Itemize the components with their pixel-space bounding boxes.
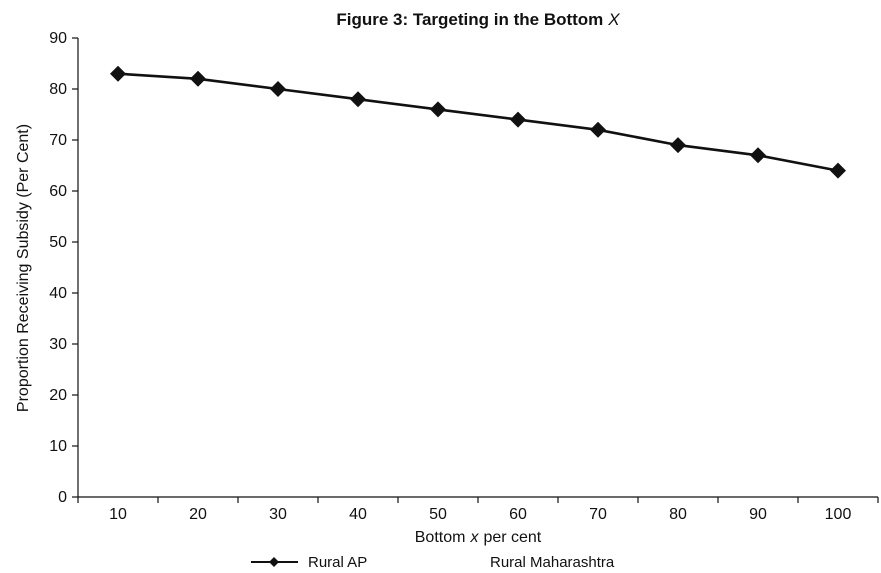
legend-label-0: Rural AP: [308, 554, 367, 571]
data-point-0-30: [270, 81, 286, 97]
y-tick-label-80: 80: [49, 81, 67, 98]
data-point-0-70: [590, 121, 606, 138]
chart-title: Figure 3: Targeting in the Bottom X: [336, 10, 620, 29]
y-tick-label-70: 70: [49, 132, 67, 149]
x-axis-label-variable: x: [469, 529, 479, 546]
x-tick-label-10: 10: [109, 506, 127, 523]
data-point-0-20: [190, 70, 206, 87]
y-tick-label-30: 30: [49, 336, 67, 353]
y-tick-label-10: 10: [49, 438, 67, 455]
data-point-0-90: [750, 147, 766, 164]
data-point-0-100: [830, 162, 846, 179]
legend-label-1: Rural Maharashtra: [490, 554, 615, 571]
x-tick-label-50: 50: [429, 506, 447, 523]
x-tick-label-40: 40: [349, 506, 367, 523]
x-axis-label-text: Bottom: [415, 529, 466, 546]
y-tick-label-50: 50: [49, 234, 67, 251]
legend-marker-0: [269, 557, 279, 567]
data-point-0-50: [430, 101, 446, 118]
data-point-0-10: [110, 65, 126, 82]
x-tick-label-100: 100: [825, 506, 852, 523]
x-tick-label-30: 30: [269, 506, 287, 523]
x-axis-label-suffix: per cent: [483, 529, 541, 546]
data-point-0-60: [510, 111, 526, 128]
y-axis-label: Proportion Receiving Subsidy (Per Cent): [15, 124, 32, 412]
y-tick-label-40: 40: [49, 285, 67, 302]
y-tick-label-20: 20: [49, 387, 67, 404]
y-tick-label-0: 0: [58, 489, 67, 506]
plot-area: 0 10 20 30 40 50 60 70 80 90 10 20 30 40 50 60 70 80 90 100: [49, 30, 879, 523]
y-tick-label-60: 60: [49, 183, 67, 200]
y-tick-label-90: 90: [49, 30, 67, 47]
x-tick-label-70: 70: [589, 506, 607, 523]
x-axis-label: Bottom x per cent: [415, 529, 542, 546]
x-tick-label-90: 90: [749, 506, 767, 523]
x-tick-label-60: 60: [509, 506, 527, 523]
x-tick-label-80: 80: [669, 506, 687, 523]
data-point-0-80: [670, 137, 686, 154]
data-point-0-40: [350, 91, 366, 108]
x-tick-label-20: 20: [189, 506, 207, 523]
chart-title-variable: X: [607, 10, 620, 29]
series-line-0: [117, 72, 839, 172]
chart-title-text: Figure 3: Targeting in the Bottom: [336, 10, 603, 29]
legend: Rural AP Rural Maharashtra: [251, 554, 615, 571]
